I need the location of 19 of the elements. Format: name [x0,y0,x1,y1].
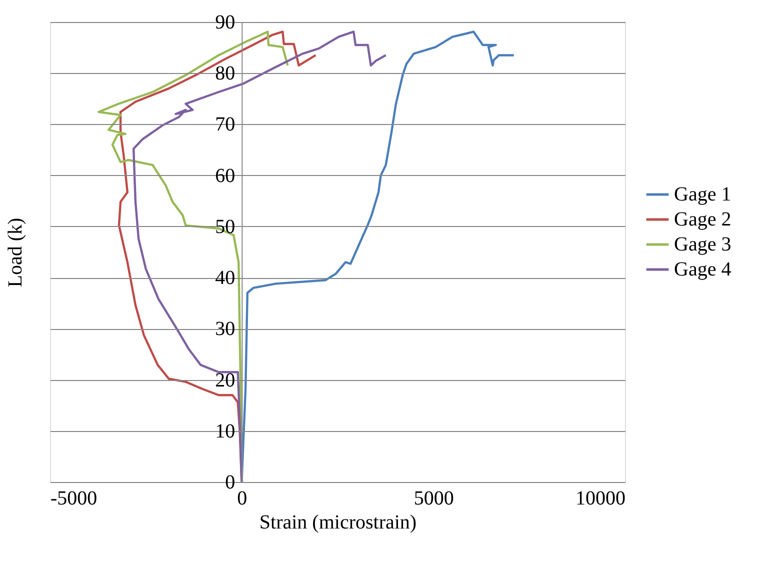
x-axis-title: Strain (microstrain) [259,512,417,534]
line-series [240,30,515,484]
y-tick-label: 40 [215,267,236,290]
y-tick-label: 0 [225,472,236,494]
legend-label: Gage 2 [674,208,732,230]
y-tick-label: 70 [215,114,236,136]
legend-label: Gage 4 [674,258,732,280]
x-tick-label: 5000 [414,488,454,510]
legend-label: Gage 1 [674,184,732,206]
y-tick-label: 80 [215,62,236,85]
legend-label: Gage 3 [674,234,732,256]
y-tick-label: 10 [215,420,236,442]
y-tick-label: 60 [215,164,236,187]
y-axis-title: Load (k) [4,218,26,288]
x-tick-label: -5000 [50,488,98,510]
y-tick-label: 20 [215,369,236,392]
y-tick-label: 30 [215,318,236,340]
x-tick-label: 10000 [576,488,626,510]
y-tick-label: 90 [215,12,236,34]
